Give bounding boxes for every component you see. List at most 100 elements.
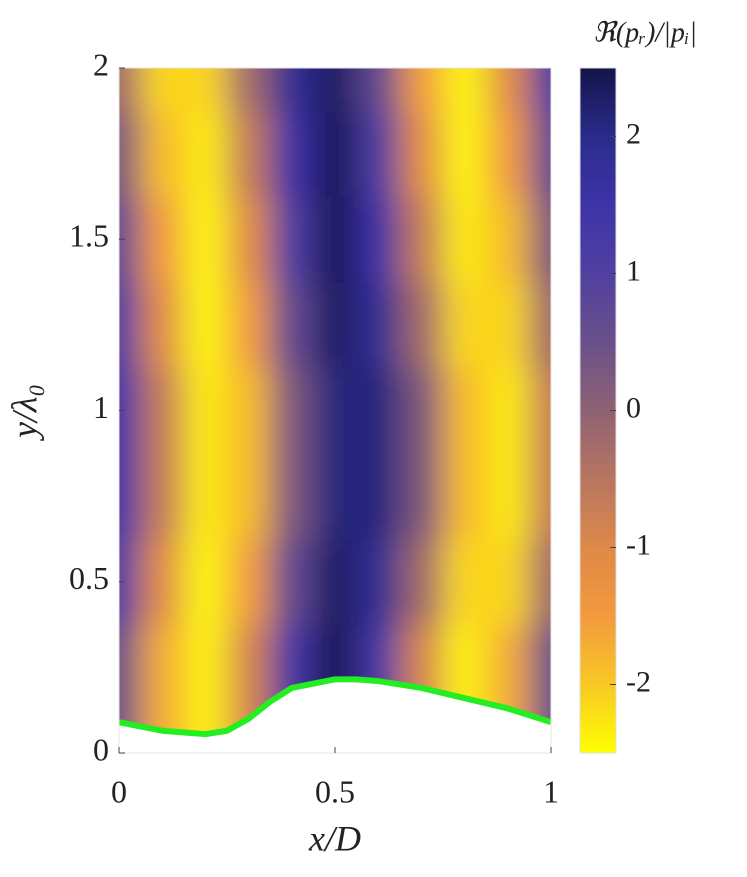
field-cell	[356, 110, 401, 198]
colorbar-tick-label: 2	[626, 117, 641, 150]
x-tick-label: 1	[543, 773, 559, 809]
field-cell	[399, 68, 444, 112]
field-cell	[443, 538, 488, 626]
field-cell	[356, 538, 401, 626]
field-cell	[313, 538, 358, 626]
field-cell	[486, 282, 531, 369]
field-cell	[270, 68, 315, 112]
solid-region	[119, 679, 551, 753]
field-cell	[183, 110, 228, 198]
field-cell	[270, 453, 315, 540]
field-cell	[227, 110, 272, 198]
field-cell	[140, 367, 185, 455]
field-cell	[529, 453, 551, 540]
field-cell	[443, 453, 488, 540]
y-tick-label: 2	[93, 46, 109, 82]
field-cell	[356, 196, 401, 284]
field-cell	[270, 282, 315, 369]
field-cell	[227, 453, 272, 540]
colorbar-tick-label: 0	[626, 391, 641, 424]
field-cell	[183, 453, 228, 540]
field-cell	[227, 282, 272, 369]
field-cell	[529, 68, 551, 112]
field-cell	[119, 110, 142, 198]
field-cell	[313, 282, 358, 369]
field-cell	[443, 282, 488, 369]
x-tick-label: 0.5	[315, 773, 355, 809]
x-tick-label: 0	[111, 773, 127, 809]
field-cell	[183, 624, 228, 712]
field-cell	[183, 196, 228, 284]
field-cell	[443, 68, 488, 112]
field-cell	[313, 68, 358, 112]
colorbar-tick-label: 1	[626, 254, 641, 287]
field-cell	[486, 538, 531, 626]
field-cell	[486, 68, 531, 112]
field-cell	[399, 538, 444, 626]
field-cell	[313, 196, 358, 284]
field-cell	[399, 453, 444, 540]
field-cell	[529, 282, 551, 369]
field-cell	[443, 110, 488, 198]
field-cell	[529, 110, 551, 198]
field-cell	[270, 110, 315, 198]
field-cell	[529, 196, 551, 284]
field-cell	[486, 196, 531, 284]
field-cell	[356, 453, 401, 540]
field-cell	[119, 282, 142, 369]
colorbar-tick-label: -1	[626, 528, 651, 561]
colorbar-tick-label: -2	[626, 665, 651, 698]
field-cell	[119, 367, 142, 455]
field-cell	[270, 538, 315, 626]
field-cell	[270, 196, 315, 284]
field-cell	[486, 110, 531, 198]
field-cell	[270, 367, 315, 455]
field-cell	[119, 196, 142, 284]
y-tick-label: 1.5	[69, 218, 109, 254]
field-cell	[227, 624, 272, 712]
field-cell	[399, 282, 444, 369]
field-cell	[356, 367, 401, 455]
field-cell	[119, 453, 142, 540]
field-cell	[486, 367, 531, 455]
y-tick-label: 0	[93, 731, 109, 767]
field-cell	[183, 282, 228, 369]
field-cell	[227, 538, 272, 626]
field-cell	[399, 110, 444, 198]
field-cell	[486, 453, 531, 540]
field-cell	[399, 367, 444, 455]
field-cell	[529, 538, 551, 626]
field-cell	[529, 367, 551, 455]
boundary-line	[118, 676, 552, 738]
colorbar-label: ℜ(pᵣ)/|pᵢ|	[593, 17, 697, 48]
field-cell	[529, 624, 551, 712]
x-axis-label: x/D	[308, 818, 361, 858]
field-cell	[119, 624, 142, 712]
y-tick-label: 0.5	[69, 560, 109, 596]
field-cell	[486, 624, 531, 712]
field-cell	[227, 196, 272, 284]
field-cell	[140, 196, 185, 284]
field-cell	[140, 538, 185, 626]
field-cell	[313, 367, 358, 455]
field-cell	[356, 282, 401, 369]
field-cell	[140, 110, 185, 198]
field-cell	[227, 68, 272, 112]
field-cell	[140, 282, 185, 369]
field-cell	[140, 68, 185, 112]
field-cell	[183, 367, 228, 455]
field-cell	[119, 68, 142, 112]
field-cell	[140, 453, 185, 540]
field-cell	[313, 453, 358, 540]
field-cell	[356, 68, 401, 112]
field-cell	[227, 367, 272, 455]
y-axis-label: y/λ₀	[4, 384, 44, 441]
field-cell	[183, 538, 228, 626]
field-cell	[399, 196, 444, 284]
field-cell	[183, 68, 228, 112]
field-cell	[140, 624, 185, 712]
field-cell	[443, 196, 488, 284]
field-cell	[313, 110, 358, 198]
